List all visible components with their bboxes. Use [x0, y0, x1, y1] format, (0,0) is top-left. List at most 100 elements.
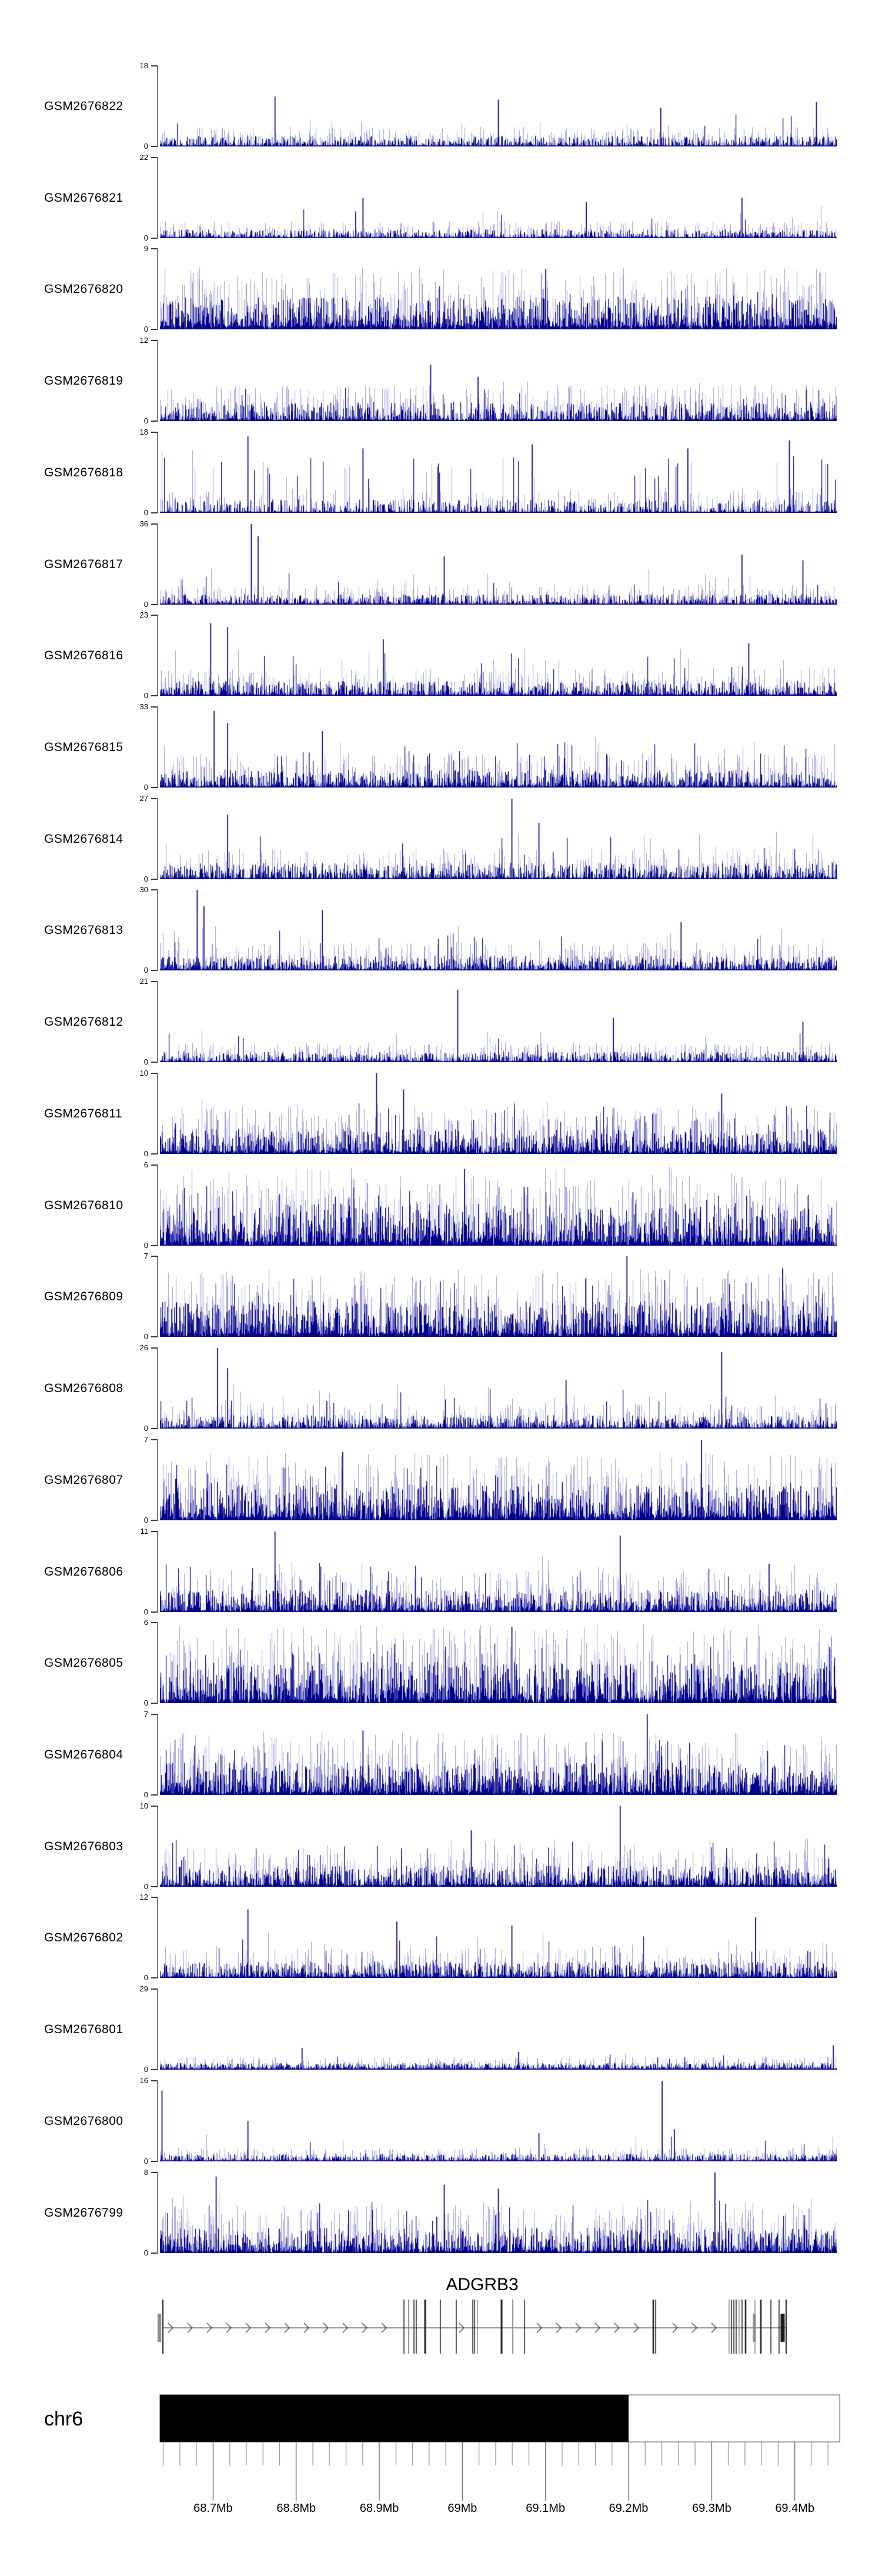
track-y-axis: 16 0	[0, 2077, 160, 2165]
y-axis-line	[157, 1165, 158, 1246]
y-axis-top-tick	[151, 1073, 158, 1074]
y-axis-bottom-tick	[151, 2253, 158, 2254]
y-axis-line	[157, 1348, 158, 1429]
signal-canvas	[160, 799, 837, 879]
y-axis-top-tick	[151, 1806, 158, 1807]
x-axis-tick-label: 69.3Mb	[692, 2502, 731, 2515]
signal-canvas	[160, 341, 837, 421]
signal-canvas	[160, 707, 837, 788]
gene-name-label: ADGRB3	[446, 2275, 519, 2294]
track-y-axis: 18 0	[0, 428, 160, 517]
signal-canvas	[160, 2173, 837, 2253]
y-max-label: 9	[143, 244, 148, 253]
y-axis-line	[157, 249, 158, 329]
y-zero-label: 0	[143, 875, 148, 883]
track-y-axis: 27 0	[0, 795, 160, 883]
track-label: GSM2676820	[44, 282, 123, 296]
track-y-axis: 21 0	[0, 977, 160, 1066]
y-zero-label: 0	[143, 2157, 148, 2165]
y-zero-label: 0	[143, 142, 148, 151]
signal-canvas	[160, 615, 837, 696]
signal-canvas	[160, 249, 837, 329]
y-axis-bottom-tick	[151, 1153, 158, 1154]
y-axis-top-tick	[151, 432, 158, 433]
y-axis-top-tick	[151, 706, 158, 708]
y-axis-line	[157, 1073, 158, 1154]
y-axis-top-tick	[151, 1531, 158, 1532]
y-axis-bottom-tick	[151, 1245, 158, 1246]
track-y-axis: 30 0	[0, 886, 160, 975]
y-axis-bottom-tick	[151, 1977, 158, 1978]
track-y-axis: 36 0	[0, 520, 160, 609]
y-zero-label: 0	[143, 966, 148, 975]
signal-track-row: GSM2676816 23 0	[0, 611, 882, 700]
signal-track-row: GSM2676800 16 0	[0, 2077, 882, 2165]
y-max-label: 18	[139, 61, 148, 70]
y-zero-label: 0	[143, 1149, 148, 1158]
track-y-axis: 29 0	[0, 1985, 160, 2074]
y-axis-bottom-tick	[151, 1062, 158, 1063]
y-max-label: 29	[139, 1984, 148, 1993]
y-axis-bottom-tick	[151, 604, 158, 605]
y-zero-label: 0	[143, 1516, 148, 1524]
signal-track-row: GSM2676810 6 0	[0, 1161, 882, 1250]
track-label: GSM2676810	[44, 1198, 123, 1212]
y-axis-line	[157, 1623, 158, 1703]
track-label: GSM2676816	[44, 648, 123, 662]
y-axis-bottom-tick	[151, 329, 158, 330]
signal-track-row: GSM2676801 29 0	[0, 1985, 882, 2074]
y-axis-line	[157, 158, 158, 238]
y-axis-line	[157, 341, 158, 421]
chromosome-ideogram-and-axis	[153, 2388, 858, 2505]
y-axis-top-tick	[151, 2080, 158, 2081]
y-axis-top-tick	[151, 1256, 158, 1257]
y-max-label: 33	[139, 702, 148, 711]
track-y-axis: 6 0	[0, 1619, 160, 1707]
y-max-label: 12	[139, 336, 148, 345]
signal-canvas	[160, 890, 837, 970]
y-axis-top-tick	[151, 340, 158, 341]
y-zero-label: 0	[143, 2065, 148, 2074]
y-max-label: 30	[139, 885, 148, 894]
signal-track-row: GSM2676813 30 0	[0, 886, 882, 975]
track-y-axis: 12 0	[0, 336, 160, 425]
y-axis-bottom-tick	[151, 2069, 158, 2070]
y-max-label: 7	[143, 1435, 148, 1444]
y-zero-label: 0	[143, 783, 148, 792]
y-axis-line	[157, 1531, 158, 1612]
track-y-axis: 7 0	[0, 1436, 160, 1524]
y-max-label: 7	[143, 1252, 148, 1260]
x-axis-tick-label: 69.1Mb	[526, 2502, 566, 2515]
y-axis-line	[157, 890, 158, 970]
signal-canvas	[160, 1989, 837, 2070]
y-zero-label: 0	[143, 1699, 148, 1707]
track-label: GSM2676803	[44, 1839, 123, 1853]
track-label: GSM2676809	[44, 1289, 123, 1303]
y-zero-label: 0	[143, 1241, 148, 1250]
y-axis-bottom-tick	[151, 2161, 158, 2162]
y-axis-top-tick	[151, 1164, 158, 1166]
signal-track-row: GSM2676817 36 0	[0, 520, 882, 609]
track-label: GSM2676804	[44, 1747, 123, 1761]
y-axis-top-tick	[151, 798, 158, 799]
y-max-label: 11	[140, 1527, 149, 1536]
chromosome-label: chr6	[44, 2408, 83, 2430]
y-axis-line	[157, 1256, 158, 1337]
y-axis-top-tick	[151, 1347, 158, 1349]
signal-canvas	[160, 1165, 837, 1246]
track-y-axis: 11 0	[0, 1527, 160, 1616]
y-axis-line	[157, 799, 158, 879]
signal-track-row: GSM2676814 27 0	[0, 795, 882, 883]
track-y-axis: 12 0	[0, 1893, 160, 1982]
track-y-axis: 8 0	[0, 2168, 160, 2257]
x-axis-tick-label: 68.9Mb	[359, 2502, 399, 2515]
y-axis-top-tick	[151, 615, 158, 616]
y-max-label: 6	[143, 1160, 148, 1169]
y-zero-label: 0	[143, 1790, 148, 1799]
track-label: GSM2676821	[44, 191, 123, 205]
signal-canvas	[160, 1714, 837, 1795]
track-label: GSM2676815	[44, 740, 123, 754]
track-label: GSM2676799	[44, 2205, 123, 2220]
y-axis-line	[157, 432, 158, 513]
y-axis-bottom-tick	[151, 512, 158, 513]
